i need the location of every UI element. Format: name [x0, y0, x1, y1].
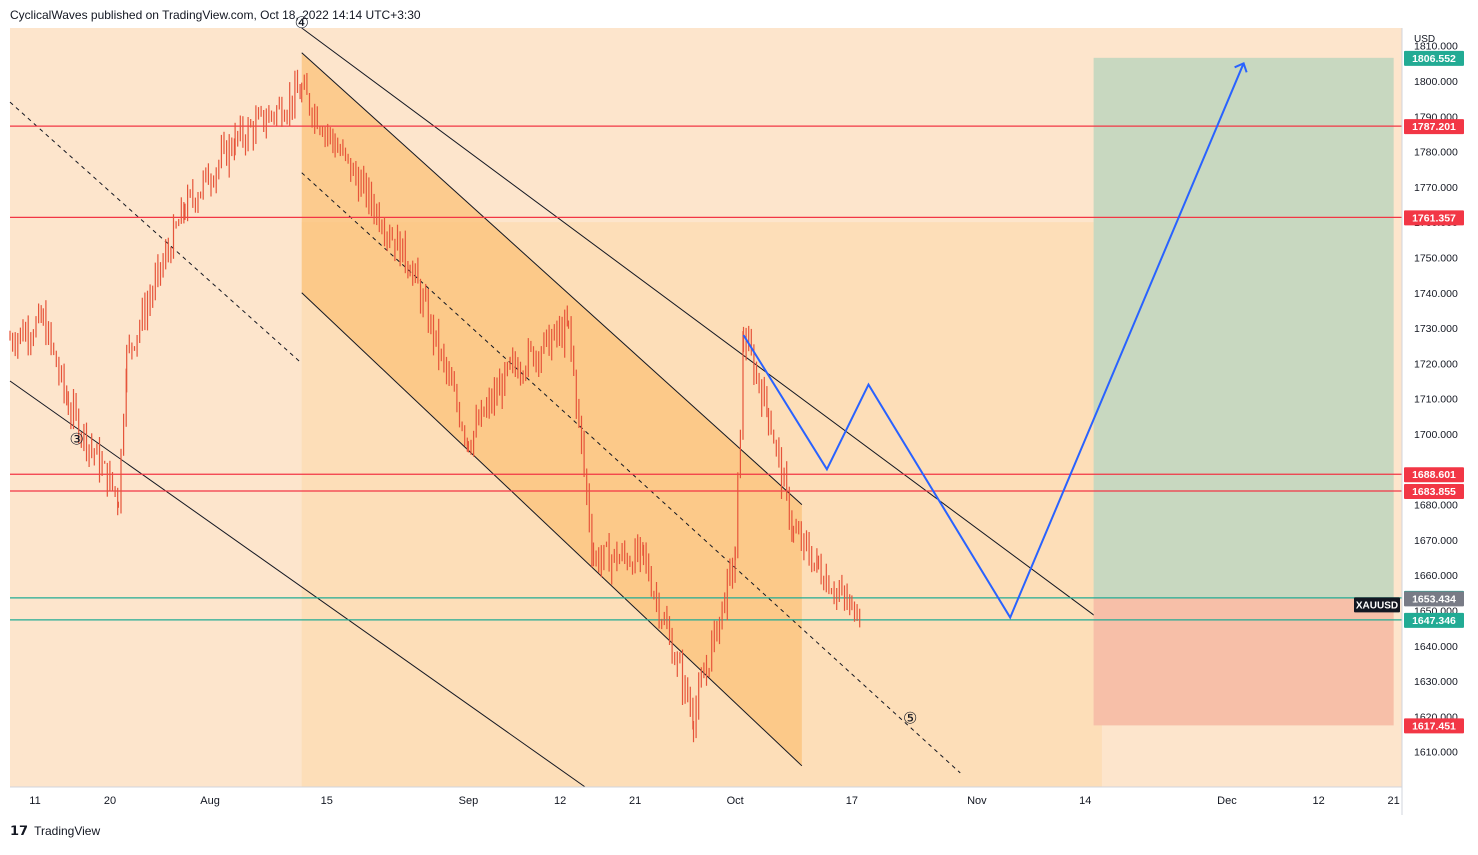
inner-channel-top [301, 52, 803, 505]
y-tick-label: 1810.000 [1414, 41, 1458, 53]
y-tick-label: 1780.000 [1414, 147, 1458, 159]
symbol-tag [1354, 597, 1400, 613]
price-tag [1404, 483, 1464, 499]
price-tag [1404, 50, 1464, 66]
price-tag-label: 1617.451 [1412, 720, 1456, 732]
y-tick-label: 1720.000 [1414, 358, 1458, 370]
price-tag-label: 1688.601 [1412, 469, 1456, 481]
price-tag-label: 1806.552 [1412, 53, 1456, 65]
x-tick-label: 12 [1313, 795, 1325, 807]
y-tick-label: 1680.000 [1414, 500, 1458, 512]
footer-brand: 𝟭𝟳 TradingView [10, 823, 100, 839]
x-tick-label: 15 [321, 795, 333, 807]
price-tag [1404, 210, 1464, 226]
price-tag [1404, 591, 1464, 607]
price-tag [1404, 718, 1464, 734]
price-tag-label: 1761.357 [1412, 212, 1456, 224]
y-tick-label: 1730.000 [1414, 323, 1458, 335]
y-tick-label: 1660.000 [1414, 570, 1458, 582]
tradingview-logo-icon: 𝟭𝟳 [10, 823, 29, 838]
projection-path [742, 62, 1245, 620]
currency-label: USD [1414, 34, 1435, 45]
y-tick-label: 1770.000 [1414, 182, 1458, 194]
price-axis-background [1402, 28, 1478, 815]
profit-zone [1093, 57, 1394, 598]
symbol-tag-label: XAUUSD [1356, 600, 1398, 611]
price-tag [1404, 119, 1464, 135]
x-tick-label: Dec [1217, 795, 1237, 807]
x-tick-label: Sep [459, 795, 479, 807]
y-tick-label: 1800.000 [1414, 76, 1458, 88]
x-tick-label: 21 [1388, 795, 1400, 807]
x-tick-label: Oct [727, 795, 744, 807]
y-tick-label: 1610.000 [1414, 747, 1458, 759]
x-tick-label: 12 [554, 795, 566, 807]
outer-channel-top [301, 27, 1103, 622]
x-tick-label: 21 [629, 795, 641, 807]
publish-info: CyclicalWaves published on TradingView.c… [10, 8, 421, 22]
time-axis-background [0, 787, 1402, 815]
price-tag-label: 1787.201 [1412, 121, 1456, 133]
y-tick-label: 1710.000 [1414, 394, 1458, 406]
x-tick-label: Aug [200, 795, 220, 807]
price-tag-label: 1653.434 [1412, 593, 1456, 605]
x-tick-label: Nov [967, 795, 987, 807]
y-tick-label: 1740.000 [1414, 288, 1458, 300]
wave-label: ⑤ [903, 710, 917, 727]
wave-label: ④ [295, 15, 309, 32]
y-tick-label: 1640.000 [1414, 641, 1458, 653]
brand-name: TradingView [34, 824, 101, 838]
x-tick-label: 11 [29, 795, 40, 807]
y-tick-label: 1630.000 [1414, 676, 1458, 688]
price-tag [1404, 612, 1464, 628]
outer-channel-mid [9, 101, 303, 364]
wave-label: ③ [70, 432, 84, 449]
inner-channel [301, 52, 802, 766]
outer-channel-bottom [9, 380, 586, 788]
x-tick-label: 17 [846, 795, 858, 807]
price-tag-label: 1647.346 [1412, 615, 1456, 627]
inner-channel-bottom [301, 292, 803, 767]
y-tick-label: 1750.000 [1414, 252, 1458, 264]
loss-zone [1093, 597, 1394, 726]
x-tick-label: 20 [104, 795, 116, 807]
price-tag [1404, 467, 1464, 483]
y-tick-label: 1670.000 [1414, 535, 1458, 547]
y-tick-label: 1700.000 [1414, 429, 1458, 441]
projection-arrowhead [1234, 61, 1248, 73]
x-tick-label: 14 [1079, 795, 1091, 807]
price-tag-label: 1683.855 [1412, 486, 1456, 498]
